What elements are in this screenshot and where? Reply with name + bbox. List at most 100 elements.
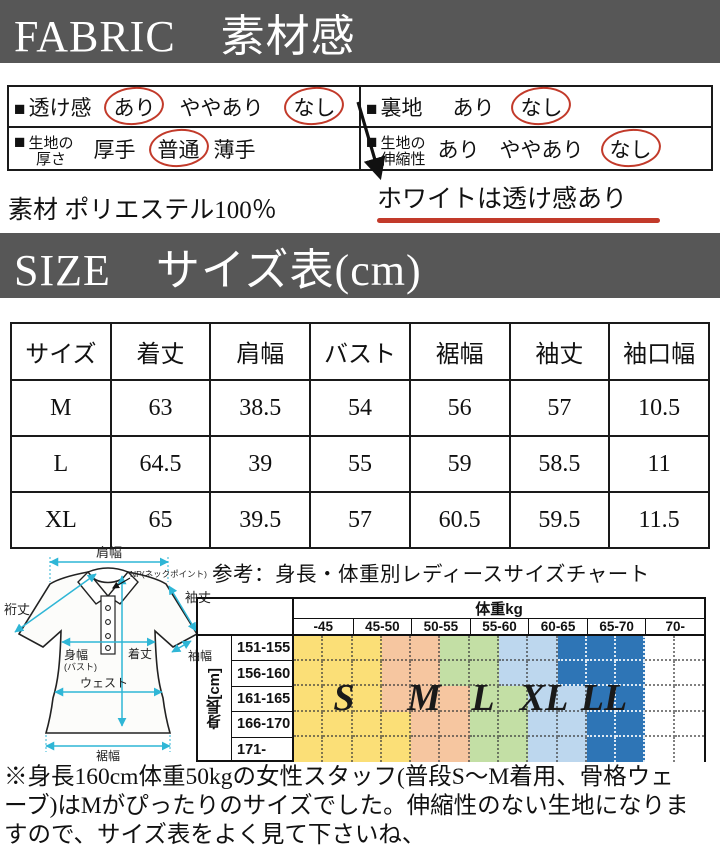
size-table-cell: 39 (209, 435, 312, 493)
chart-cell (528, 711, 558, 737)
chart-cell (645, 686, 675, 712)
fabric-option: ややあり (179, 95, 264, 120)
weight-col-header: 50-55 (411, 619, 470, 634)
chart-cell (381, 636, 412, 662)
fabric-option: 厚手 (93, 137, 136, 162)
size-table-header-cell: 袖丈 (508, 322, 611, 381)
polo-shirt-outline-icon (17, 567, 199, 734)
chart-cell (323, 736, 353, 762)
diagram-label-np: NP(ネックポイント) (130, 569, 207, 579)
chart-cell (616, 661, 646, 687)
material-text: 素材 ポリエステル100％ (8, 197, 277, 224)
chart-cell (645, 711, 675, 737)
fabric-cell-sheerness: ■ 透け感 あり ややあり なし (9, 87, 361, 128)
size-table-cell: 11.5 (608, 491, 710, 549)
chart-cell (352, 736, 382, 762)
diagram-label-shoulder: 肩幅 (96, 546, 122, 560)
chart-cell (294, 686, 324, 712)
chart-cell (674, 711, 704, 737)
fabric-cell-lining: ■ 裏地 あり なし (361, 87, 711, 128)
chart-corner-cell (198, 599, 294, 636)
size-table-cell: 56 (408, 379, 511, 437)
chart-cell (440, 711, 470, 737)
chart-cell (469, 686, 499, 712)
size-table-cell: 55 (309, 435, 411, 493)
note-underline (377, 218, 660, 223)
footnote-line: すので、サイズ表をよく見て下さいね、 (4, 822, 426, 848)
diagram-label-yuki: 裄丈 (4, 602, 30, 617)
chart-cell (411, 636, 441, 662)
chart-cell (469, 711, 499, 737)
size-chart-grid (294, 636, 704, 762)
chart-cell (528, 661, 558, 687)
chart-cell (323, 686, 353, 712)
size-table-header-cell: 袖口幅 (608, 322, 710, 381)
size-table-cell: 65 (109, 491, 212, 549)
diagram-label-hem: 裾幅 (96, 748, 120, 762)
size-table-header-cell: 肩幅 (209, 322, 312, 381)
chart-cell (381, 661, 412, 687)
chart-cell (586, 736, 617, 762)
chart-cell (499, 636, 529, 662)
diagram-label-waist: ウェスト (80, 676, 128, 690)
chart-cell (557, 686, 587, 712)
chart-cell (674, 661, 704, 687)
height-row-label: 171- (237, 741, 267, 758)
chart-cell (674, 736, 704, 762)
fabric-option-circled: なし (293, 92, 335, 122)
diagram-label-body-width: 身幅 (64, 647, 88, 662)
chart-cell (294, 711, 324, 737)
chart-cell (294, 736, 324, 762)
size-table-cell: XL (10, 491, 112, 549)
size-table-header-row: サイズ 着丈 肩幅 バスト 裾幅 袖丈 袖口幅 (10, 322, 710, 381)
fabric-cell-thickness: ■ 生地の 厚さ 厚手 普通 薄手 (9, 128, 361, 169)
weight-col-header: 65-70 (586, 619, 646, 634)
chart-cell (616, 736, 646, 762)
chart-cell (411, 736, 441, 762)
size-table-row: XL 65 39.5 57 60.5 59.5 11.5 (10, 491, 710, 549)
chart-cell (586, 636, 617, 662)
size-table-cell: M (10, 379, 112, 437)
size-table-cell: 11 (608, 435, 710, 493)
size-table-header-cell: サイズ (10, 322, 112, 381)
footnote-line: ※身長160cm体重50kgの女性スタッフ(普段S〜M着用、骨格ウェ (4, 764, 674, 790)
fabric-row-label: ■ 生地の 伸縮性 (366, 132, 426, 168)
fabric-row-label: ■ 生地の 厚さ (14, 132, 74, 168)
height-row-label: 151-155 (232, 636, 292, 662)
chart-cell (528, 686, 558, 712)
chart-cell (352, 636, 382, 662)
chart-cell (440, 661, 470, 687)
fabric-option-circled: 普通 (158, 134, 200, 164)
chart-cell (674, 636, 704, 662)
chart-cell (440, 686, 470, 712)
chart-cell (645, 736, 675, 762)
chart-cell (499, 711, 529, 737)
fabric-cell-stretch: ■ 生地の 伸縮性 あり ややあり なし (361, 128, 711, 169)
size-letter-M: M (407, 677, 441, 719)
size-table-header-cell: バスト (309, 322, 411, 381)
size-letter-XL: XL (519, 677, 569, 719)
chart-cell (381, 686, 412, 712)
size-table-cell: 54 (309, 379, 411, 437)
fabric-row-label: ■ 裏地 (366, 95, 423, 120)
chart-cell (294, 661, 324, 687)
chart-cell (323, 711, 353, 737)
height-row-label: 156-160 (232, 661, 292, 687)
height-row-labels: 151-155 156-160 161-165 166-170 171- (232, 636, 294, 762)
chart-cell (469, 661, 499, 687)
chart-cell (323, 661, 353, 687)
chart-cell (586, 686, 617, 712)
size-table-cell: 59 (408, 435, 511, 493)
fabric-option-circled: なし (520, 92, 562, 122)
size-table-header-cell: 着丈 (109, 322, 212, 381)
size-chart-caption: 参考：身長・体重別レディースサイズチャート (212, 564, 650, 586)
chart-cell (352, 661, 382, 687)
height-axis-label-text: 身長[cm] (206, 668, 223, 730)
chart-cell (645, 661, 675, 687)
chart-cell (586, 711, 617, 737)
height-axis-label: 身長[cm] (198, 636, 232, 762)
chart-cell (557, 636, 587, 662)
size-table-cell: 38.5 (209, 379, 312, 437)
weight-col-header: 45-50 (352, 619, 412, 634)
fabric-option: あり (452, 95, 495, 120)
